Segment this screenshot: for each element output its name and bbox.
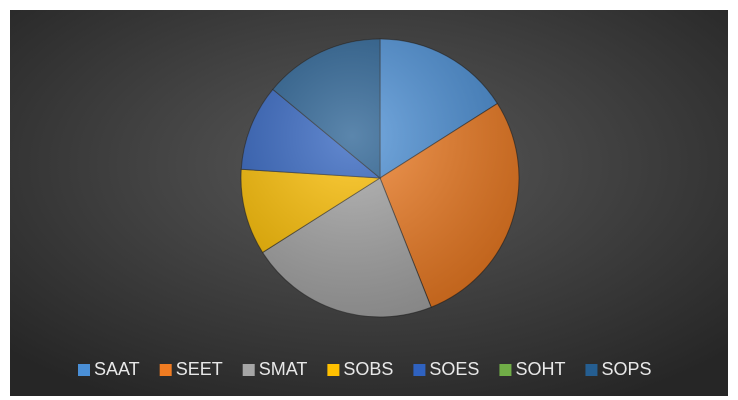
legend-label: SOHT — [515, 359, 565, 379]
legend-swatch — [159, 364, 172, 376]
legend-label: SOPS — [601, 359, 651, 379]
legend-swatch — [413, 364, 426, 376]
legend-swatch — [78, 364, 90, 376]
legend-swatch — [585, 364, 598, 376]
legend-label: SOES — [429, 359, 479, 379]
legend-label: SEET — [176, 359, 223, 379]
legend-label: SAAT — [94, 359, 140, 379]
legend-swatch — [327, 364, 340, 376]
legend-swatch — [242, 364, 255, 376]
legend-swatch — [499, 364, 512, 376]
legend-label: SOBS — [343, 359, 393, 379]
legend-label: SMAT — [259, 359, 308, 379]
